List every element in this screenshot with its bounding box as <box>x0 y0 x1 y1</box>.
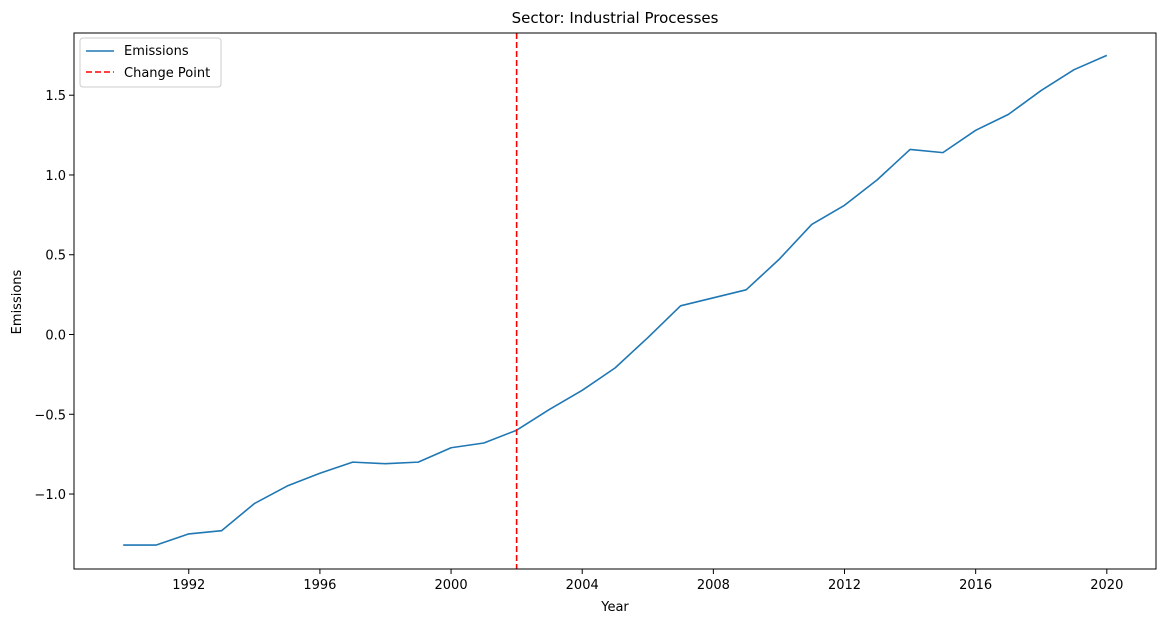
x-axis-ticks: 1992 1996 2000 2004 2008 2012 2016 2020 <box>172 569 1123 593</box>
x-axis-label: Year <box>600 600 629 615</box>
legend-label-change-point: Change Point <box>124 66 210 81</box>
series-line-0 <box>123 54 1108 546</box>
x-tick-label: 2016 <box>959 578 992 593</box>
plot-area <box>73 32 1157 570</box>
legend-box <box>79 37 222 88</box>
y-tick-label: −0.5 <box>34 408 66 423</box>
y-axis-label: Emissions <box>10 269 25 334</box>
x-tick-label: 2008 <box>697 578 730 593</box>
y-tick-label: 0.5 <box>45 249 66 264</box>
x-tick-label: 2020 <box>1090 578 1123 593</box>
axes-frame <box>73 32 1157 570</box>
x-tick-label: 2000 <box>435 578 468 593</box>
y-tick-label: 0.0 <box>45 329 66 344</box>
x-tick-label: 2012 <box>828 578 861 593</box>
x-tick-label: 2004 <box>566 578 599 593</box>
y-axis-ticks: −1.0 −0.5 0.0 0.5 1.0 1.5 <box>34 89 74 503</box>
legend: Emissions Change Point <box>79 37 222 88</box>
y-tick-label: 1.5 <box>45 89 66 104</box>
y-tick-label: −1.0 <box>34 488 66 503</box>
x-tick-label: 1992 <box>172 578 205 593</box>
x-tick-label: 1996 <box>303 578 336 593</box>
legend-label-emissions: Emissions <box>124 44 189 59</box>
chart-title: Sector: Industrial Processes <box>512 9 719 27</box>
y-tick-label: 1.0 <box>45 169 66 184</box>
